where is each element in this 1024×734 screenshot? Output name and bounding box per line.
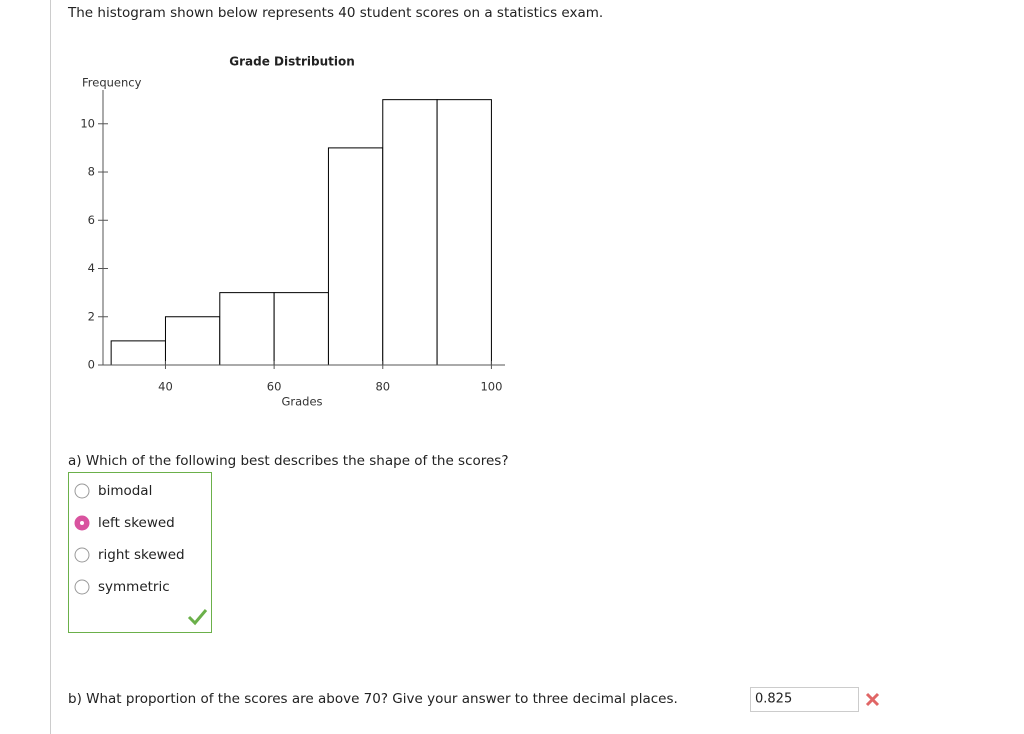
option-label: left skewed bbox=[98, 515, 175, 531]
y-tick-label: 8 bbox=[88, 165, 95, 179]
y-tick-label: 6 bbox=[88, 213, 95, 227]
option-label: right skewed bbox=[98, 547, 185, 563]
y-axis-label: Frequency bbox=[82, 76, 142, 90]
chart-title: Grade Distribution bbox=[229, 55, 355, 69]
answer-input[interactable] bbox=[750, 687, 859, 712]
option-label: symmetric bbox=[98, 579, 170, 595]
question: The histogram shown below represents 40 … bbox=[67, 5, 603, 21]
y-tick-label: 2 bbox=[88, 309, 95, 323]
bar bbox=[164, 316, 221, 366]
bar bbox=[110, 340, 166, 366]
bar bbox=[273, 292, 329, 366]
options-box bbox=[68, 472, 212, 633]
bar bbox=[219, 292, 275, 366]
y-tick-label: 0 bbox=[88, 358, 95, 372]
y-tick-label: 4 bbox=[88, 261, 95, 275]
x-tick-label: 100 bbox=[480, 380, 502, 394]
x-tick-label: 60 bbox=[267, 380, 282, 394]
answer-text: 0.825 bbox=[755, 692, 792, 707]
radio-dot bbox=[80, 521, 84, 525]
part-a-prompt: a) Which of the following best describes… bbox=[68, 453, 509, 469]
part-b-prompt: b) What proportion of the scores are abo… bbox=[68, 691, 678, 707]
option-label: bimodal bbox=[98, 483, 152, 499]
bar bbox=[436, 99, 492, 366]
y-tick-label: 10 bbox=[80, 116, 95, 130]
x-axis-label: Grades bbox=[281, 395, 322, 409]
check-mark bbox=[187, 609, 208, 626]
x-tick-label: 40 bbox=[158, 380, 173, 394]
radio-button[interactable] bbox=[74, 579, 90, 595]
bar bbox=[327, 147, 384, 366]
radio-button[interactable] bbox=[74, 547, 90, 563]
cross-mark bbox=[865, 692, 880, 707]
x-tick-label: 80 bbox=[375, 380, 390, 394]
bar bbox=[382, 99, 438, 366]
radio-button[interactable] bbox=[74, 483, 90, 499]
